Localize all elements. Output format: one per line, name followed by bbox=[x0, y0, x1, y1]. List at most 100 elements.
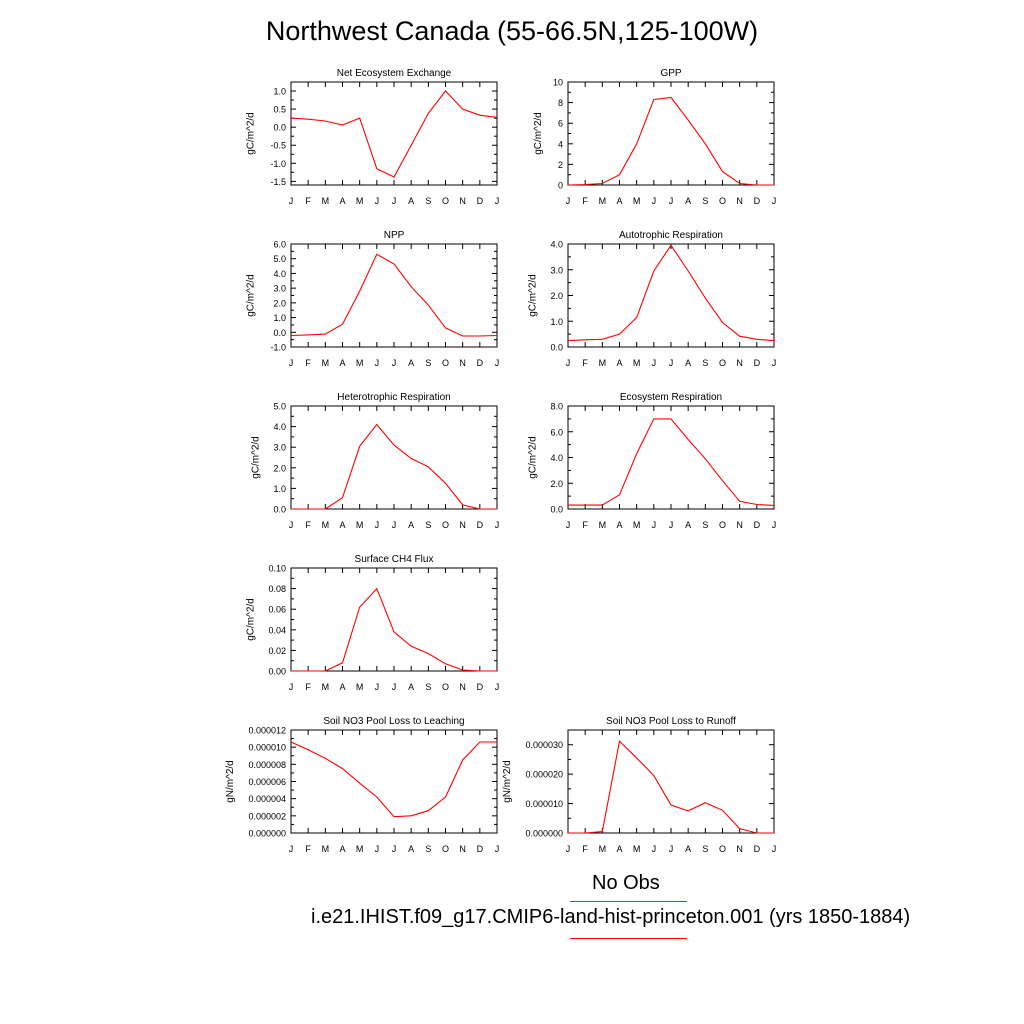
x-tick-label: N bbox=[459, 844, 466, 854]
y-tick-label: 0.000006 bbox=[248, 777, 286, 787]
x-tick-label: F bbox=[305, 520, 311, 530]
x-tick-label: N bbox=[459, 682, 466, 692]
legend-obs-label: No Obs bbox=[592, 872, 660, 894]
x-tick-label: J bbox=[392, 358, 397, 368]
y-tick-label: 2.0 bbox=[273, 298, 286, 308]
x-tick-label: A bbox=[685, 844, 691, 854]
x-tick-label: D bbox=[754, 196, 761, 206]
series-line bbox=[290, 90, 498, 178]
x-tick-label: A bbox=[616, 196, 622, 206]
plot-frame bbox=[290, 243, 498, 348]
x-tick-label: M bbox=[599, 844, 607, 854]
panel-title: Heterotrophic Respiration bbox=[337, 392, 450, 403]
plot-frame bbox=[290, 405, 498, 510]
plot-frame bbox=[567, 243, 775, 348]
x-tick-label: M bbox=[322, 520, 330, 530]
x-tick-label: M bbox=[633, 358, 641, 368]
x-tick-label: O bbox=[719, 358, 726, 368]
y-tick-label: 0 bbox=[558, 181, 563, 191]
series-line bbox=[567, 244, 775, 342]
x-tick-label: D bbox=[477, 196, 484, 206]
x-tick-label: J bbox=[652, 520, 657, 530]
x-tick-label: O bbox=[719, 844, 726, 854]
y-tick-label: 0.000010 bbox=[525, 799, 563, 809]
x-tick-label: N bbox=[736, 358, 743, 368]
x-tick-label: J bbox=[375, 358, 380, 368]
x-tick-label: F bbox=[582, 358, 588, 368]
x-tick-label: N bbox=[459, 520, 466, 530]
x-tick-label: O bbox=[442, 520, 449, 530]
x-tick-label: J bbox=[772, 520, 777, 530]
x-tick-label: D bbox=[754, 358, 761, 368]
x-tick-label: A bbox=[685, 358, 691, 368]
series-line bbox=[568, 740, 774, 834]
y-tick-label: 4.0 bbox=[273, 269, 286, 279]
x-tick-label: J bbox=[566, 520, 571, 530]
y-tick-label: 0.0 bbox=[273, 505, 286, 515]
plot-frame bbox=[290, 729, 498, 834]
y-tick-label: 0.0 bbox=[550, 505, 563, 515]
x-tick-label: J bbox=[495, 196, 500, 206]
x-tick-label: S bbox=[702, 196, 708, 206]
y-tick-label: 6 bbox=[558, 119, 563, 129]
x-tick-label: J bbox=[669, 196, 674, 206]
series-line bbox=[290, 741, 497, 818]
x-tick-label: J bbox=[652, 196, 657, 206]
x-tick-label: J bbox=[495, 682, 500, 692]
x-tick-label: D bbox=[754, 844, 761, 854]
x-tick-label: M bbox=[599, 196, 607, 206]
x-tick-label: M bbox=[322, 358, 330, 368]
y-tick-label: 2 bbox=[558, 160, 563, 170]
y-tick-label: 0.00 bbox=[268, 667, 286, 677]
x-tick-label: O bbox=[719, 520, 726, 530]
x-tick-label: M bbox=[633, 520, 641, 530]
x-tick-label: J bbox=[289, 682, 294, 692]
x-tick-label: N bbox=[459, 196, 466, 206]
x-tick-label: J bbox=[566, 358, 571, 368]
y-tick-label: 0.04 bbox=[268, 625, 286, 635]
x-tick-label: M bbox=[599, 520, 607, 530]
x-tick-label: A bbox=[685, 520, 691, 530]
x-tick-label: A bbox=[408, 844, 414, 854]
x-tick-label: N bbox=[459, 358, 466, 368]
x-tick-label: A bbox=[408, 682, 414, 692]
plot-frame bbox=[290, 567, 498, 672]
x-tick-label: J bbox=[375, 520, 380, 530]
y-tick-label: 0.0 bbox=[273, 328, 286, 338]
x-tick-label: A bbox=[408, 520, 414, 530]
x-tick-label: A bbox=[339, 196, 345, 206]
x-tick-label: J bbox=[652, 844, 657, 854]
x-tick-label: N bbox=[736, 844, 743, 854]
x-tick-label: J bbox=[289, 844, 294, 854]
x-tick-label: F bbox=[582, 844, 588, 854]
y-tick-label: 0.02 bbox=[268, 646, 286, 656]
y-tick-label: 0.0 bbox=[273, 123, 286, 133]
legend-case-label: i.e21.IHIST.f09_g17.CMIP6-land-hist-prin… bbox=[311, 906, 911, 928]
y-tick-label: 8.0 bbox=[550, 402, 563, 412]
y-tick-label: 6.0 bbox=[550, 427, 563, 437]
x-tick-label: J bbox=[772, 196, 777, 206]
y-tick-label: -0.5 bbox=[270, 141, 286, 151]
x-tick-label: M bbox=[356, 682, 364, 692]
x-tick-label: O bbox=[442, 196, 449, 206]
y-tick-label: 0.000020 bbox=[525, 770, 563, 780]
y-tick-label: 10 bbox=[553, 78, 563, 88]
x-tick-label: J bbox=[392, 196, 397, 206]
y-tick-label: 3.0 bbox=[273, 284, 286, 294]
x-tick-label: J bbox=[375, 844, 380, 854]
y-tick-label: -1.0 bbox=[270, 159, 286, 169]
y-tick-label: 0.5 bbox=[273, 105, 286, 115]
x-tick-label: S bbox=[702, 520, 708, 530]
x-tick-label: J bbox=[289, 520, 294, 530]
panel-title: Soil NO3 Pool Loss to Leaching bbox=[323, 716, 464, 727]
x-tick-label: A bbox=[339, 358, 345, 368]
x-tick-label: A bbox=[339, 844, 345, 854]
